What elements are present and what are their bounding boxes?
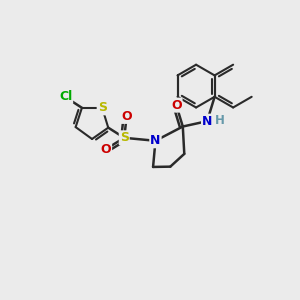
Text: S: S: [98, 101, 107, 114]
Text: S: S: [120, 131, 129, 144]
Text: N: N: [202, 115, 212, 128]
Text: H: H: [215, 114, 225, 127]
Text: O: O: [171, 99, 181, 112]
Text: O: O: [121, 110, 132, 123]
Text: O: O: [100, 142, 111, 156]
Text: N: N: [150, 134, 161, 147]
Text: Cl: Cl: [59, 90, 72, 103]
